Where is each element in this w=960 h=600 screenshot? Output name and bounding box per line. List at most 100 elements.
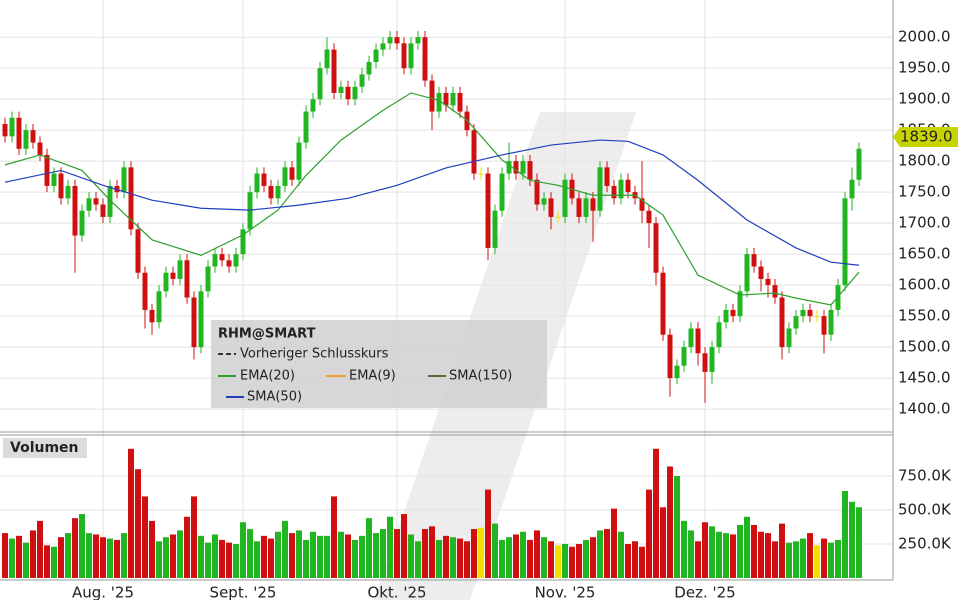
volume-bar	[653, 448, 659, 578]
candle-body	[163, 272, 169, 292]
candle-body	[576, 198, 582, 217]
candle-body	[555, 216, 561, 218]
candle-body	[618, 179, 624, 199]
volume-bar	[737, 524, 743, 578]
volume-bar	[303, 539, 309, 578]
y-tick-label: 750.0K	[898, 466, 952, 484]
candle-body	[541, 198, 547, 205]
volume-bar	[485, 489, 491, 578]
volume-bar	[58, 537, 64, 578]
candle-body	[310, 99, 316, 112]
volume-bar	[338, 531, 344, 578]
candle-body	[422, 37, 428, 81]
volume-bar	[282, 520, 288, 578]
volume-bar	[289, 533, 295, 578]
candle-body	[856, 148, 862, 180]
volume-bar	[499, 539, 505, 578]
candle-body	[660, 272, 666, 335]
volume-bar	[233, 543, 239, 578]
volume-bar	[492, 523, 498, 578]
x-tick-label: Dez. '25	[674, 584, 735, 600]
candle-body	[646, 210, 652, 224]
candle-body	[450, 92, 456, 106]
candle-body	[793, 316, 799, 329]
volume-bar	[436, 539, 442, 578]
volume-bar	[254, 541, 260, 578]
y-tick-label: 2000.0	[898, 28, 951, 46]
candle-body	[191, 297, 197, 348]
candle-body	[492, 210, 498, 248]
volume-bar	[520, 531, 526, 578]
candle-body	[779, 297, 785, 348]
volume-bar	[163, 537, 169, 578]
volume-bar	[177, 530, 183, 578]
candle-body	[205, 266, 211, 292]
candle-body	[100, 204, 106, 217]
volume-bar	[786, 542, 792, 578]
candle-body	[688, 328, 694, 348]
candle-body	[338, 86, 344, 93]
candle-body	[121, 167, 127, 193]
legend-label: SMA(50)	[247, 390, 302, 405]
y-tick-label: 1800.0	[898, 152, 951, 170]
candle-body	[548, 198, 554, 217]
candle-body	[842, 198, 848, 286]
volume-bar	[156, 541, 162, 578]
candle-body	[212, 254, 218, 267]
volume-bar	[569, 546, 575, 578]
candle-body	[758, 266, 764, 279]
candle-body	[737, 291, 743, 317]
y-tick-label: 250.0K	[898, 534, 952, 552]
candle-body	[282, 167, 288, 186]
volume-bar	[604, 529, 610, 578]
candle-body	[142, 272, 148, 310]
candle-body	[373, 49, 379, 62]
volume-bar	[107, 538, 113, 578]
candle-body	[443, 92, 449, 106]
volume-bar	[212, 534, 218, 578]
candle-body	[681, 347, 687, 366]
volume-bar	[758, 531, 764, 578]
volume-bar	[268, 538, 274, 578]
volume-bar	[149, 520, 155, 578]
volume-bar	[128, 448, 134, 578]
candle-body	[457, 92, 463, 112]
volume-bar	[744, 516, 750, 578]
candle-body	[828, 309, 834, 335]
candle-body	[674, 365, 680, 379]
candle-body	[639, 198, 645, 211]
volume-bar	[730, 534, 736, 578]
y-tick-label: 1950.0	[898, 59, 951, 77]
candle-body	[65, 185, 71, 199]
candle-body	[170, 272, 176, 279]
candle-body	[289, 167, 295, 180]
volume-bar	[9, 538, 15, 578]
volume-bar	[555, 545, 561, 578]
y-tick-label: 1650.0	[898, 245, 951, 263]
volume-bar	[51, 546, 57, 578]
volume-bar	[226, 542, 232, 578]
volume-bar	[765, 533, 771, 578]
volume-bar	[317, 535, 323, 578]
volume-bar	[646, 489, 652, 578]
candle-body	[93, 198, 99, 205]
volume-bar	[548, 541, 554, 578]
volume-bar	[618, 531, 624, 578]
volume-bar	[793, 541, 799, 578]
candle-body	[268, 185, 274, 199]
candle-body	[254, 173, 260, 193]
volume-bar	[135, 469, 141, 578]
candle-body	[51, 173, 57, 186]
volume-bar	[310, 531, 316, 578]
volume-bar	[695, 541, 701, 578]
volume-bar	[240, 522, 246, 578]
volume-bar	[471, 529, 477, 578]
volume-bar	[261, 535, 267, 578]
x-tick-label: Nov. '25	[535, 584, 596, 600]
labels: 1400.0 1450.0 1500.0 1550.0 1600.0 1650.0 1700…	[72, 28, 958, 600]
volume-bar	[723, 533, 729, 578]
candle-body	[135, 229, 141, 273]
candle-body	[359, 74, 365, 87]
x-tick-label: Okt. '25	[367, 584, 426, 600]
